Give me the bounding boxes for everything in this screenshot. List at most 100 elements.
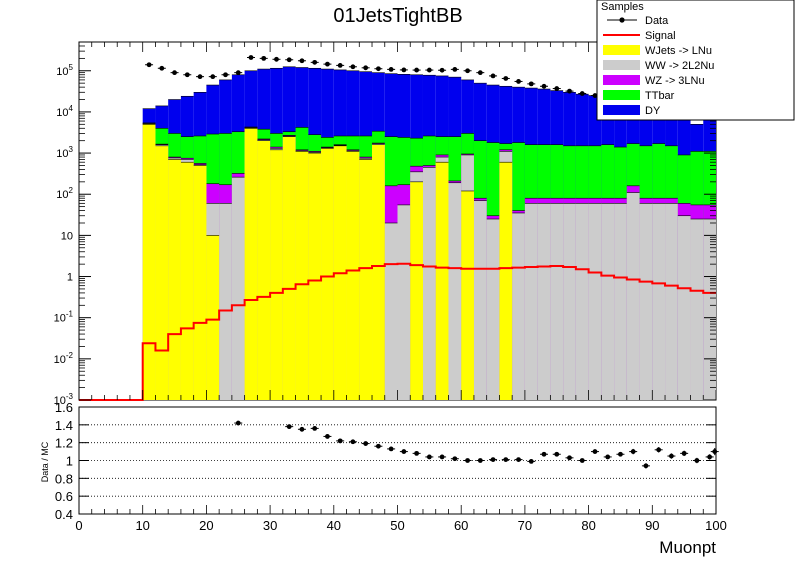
ratio-y-tick-label: 1.4 <box>55 418 73 433</box>
legend-swatch <box>603 75 640 85</box>
x-tick-label: 10 <box>135 518 149 533</box>
legend-swatch <box>603 45 640 55</box>
data-point <box>414 67 420 73</box>
ww-bar <box>448 182 462 400</box>
data-point <box>375 66 381 72</box>
data-point <box>401 67 407 73</box>
wjets-bar <box>270 149 283 400</box>
ratio-point <box>694 458 700 463</box>
data-point <box>261 55 267 61</box>
figure-title: 01JetsTightBB <box>333 5 462 27</box>
ratio-point <box>643 463 649 469</box>
legend-label: TTbar <box>645 90 675 102</box>
ww-bar <box>626 192 640 400</box>
ratio-points <box>234 420 719 469</box>
x-tick-label: 70 <box>518 518 532 533</box>
bottom-panel: 0.4 0.6 0.8 1 1.2 1.4 1.6 0 10 20 30 40 50 60 70 80 90 10… <box>40 400 727 557</box>
ratio-point <box>401 449 407 454</box>
ratio-point <box>363 441 369 446</box>
ratio-point <box>528 458 534 464</box>
ratio-point <box>707 454 713 460</box>
legend-label: Data <box>645 15 669 27</box>
ratio-point <box>235 420 241 426</box>
ratio-y-tick-label: 1.2 <box>55 436 73 451</box>
wjets-bar <box>499 162 513 400</box>
legend-label: WW -> 2L2Nu <box>645 60 714 72</box>
ratio-point <box>375 443 381 449</box>
x-tick-label: 40 <box>327 518 341 533</box>
data-point <box>567 88 572 94</box>
ww-bar <box>397 204 411 400</box>
wjets-bar <box>359 159 373 400</box>
ratio-point <box>325 434 330 439</box>
ratio-point <box>312 426 318 431</box>
data-point <box>363 65 369 71</box>
wjets-bar <box>282 136 296 400</box>
legend-label: WZ -> 3LNu <box>645 75 705 87</box>
ratio-point <box>477 458 483 463</box>
data-point <box>592 93 598 98</box>
legend-swatch <box>603 60 640 70</box>
ratio-point <box>554 451 560 457</box>
data-point <box>337 63 343 68</box>
data-point <box>184 72 190 78</box>
ratio-point <box>350 439 356 445</box>
ratio-point <box>337 438 343 444</box>
legend: Samples Data Signal WJets -> LNu WW -> 2L2N… <box>596 0 795 121</box>
ww-bar <box>563 203 576 400</box>
wjets-bar <box>168 159 181 400</box>
data-point <box>426 67 432 73</box>
ww-bar <box>665 203 678 400</box>
ratio-point <box>414 450 420 456</box>
ww-bar <box>652 203 666 400</box>
data-point <box>286 57 292 63</box>
data-point <box>541 83 547 89</box>
x-tick-label: 20 <box>199 518 213 533</box>
x-tick-label: 50 <box>390 518 404 533</box>
signal-line <box>79 262 716 401</box>
ww-bar <box>422 167 436 400</box>
ratio-y-tick-label: 0.4 <box>55 507 73 522</box>
legend-label: Signal <box>645 30 676 42</box>
data-point <box>350 64 356 70</box>
ratio-point <box>503 457 509 463</box>
legend-label: DY <box>645 105 661 117</box>
data-point <box>210 74 216 80</box>
ratio-y-tick-label: 0.6 <box>55 489 73 504</box>
ratio-point <box>579 458 585 463</box>
data-point <box>528 81 534 87</box>
ratio-point <box>388 446 394 452</box>
data-point <box>503 76 509 81</box>
data-point <box>159 65 165 71</box>
ratio-point <box>426 454 432 460</box>
x-tick-label: 100 <box>705 518 727 533</box>
ww-bar <box>486 219 500 400</box>
wjets-bar <box>244 128 258 400</box>
ratio-y-tick-label: 1.6 <box>55 400 73 415</box>
legend-entries: Data Signal WJets -> LNu WW -> 2L2Nu WZ -> 3… <box>603 15 714 117</box>
x-tick-label: 30 <box>263 518 277 533</box>
ratio-point <box>452 456 458 462</box>
data-point <box>477 70 483 76</box>
wjets-bar <box>410 181 423 400</box>
data-point <box>516 79 521 84</box>
data-point <box>388 66 394 72</box>
ww-bar <box>473 200 487 400</box>
ww-bar <box>639 203 653 400</box>
data-point <box>325 61 330 67</box>
ww-bar <box>537 203 551 400</box>
data-point <box>248 55 254 60</box>
x-tick-label: 90 <box>645 518 659 533</box>
ratio-point <box>439 454 445 460</box>
ratio-point <box>618 451 623 457</box>
ratio-point <box>516 457 521 463</box>
wjets-bar <box>308 153 322 400</box>
data-point <box>146 62 152 68</box>
ratio-point <box>286 424 292 430</box>
ratio-y-label: Data / MC <box>40 441 50 482</box>
ww-bar <box>677 215 691 400</box>
data-point <box>465 68 470 74</box>
x-tick-label: 80 <box>581 518 595 533</box>
ww-bar <box>384 222 398 400</box>
